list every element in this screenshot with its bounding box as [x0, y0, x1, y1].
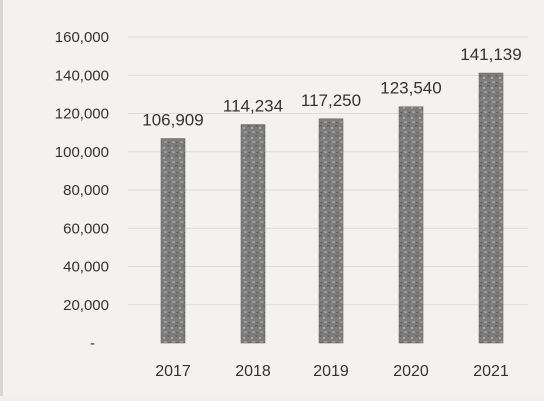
data-label-2018: 114,234	[223, 97, 283, 116]
x-category-label: 2017	[155, 363, 191, 380]
bar-2017	[160, 138, 186, 344]
y-axis-ticks: - 20,000 40,000 60,000 80,000 100,000 120,000 1…	[55, 29, 109, 352]
x-axis-categories: 2017 2018 2019 2020 2021	[155, 363, 509, 380]
data-label-2017: 106,909	[142, 111, 203, 130]
data-label-2021: 141,139	[460, 45, 521, 64]
y-tick-label: 60,000	[63, 220, 109, 237]
y-tick-label: 160,000	[55, 29, 109, 46]
y-tick-label: 80,000	[63, 182, 109, 199]
bar-chart: - 20,000 40,000 60,000 80,000 100,000 120,000 1…	[55, 29, 528, 380]
x-category-label: 2021	[473, 363, 509, 380]
bar-2021	[478, 72, 504, 344]
y-tick-label: 20,000	[63, 297, 109, 314]
bar-2018	[240, 124, 266, 344]
x-category-label: 2018	[235, 363, 271, 380]
x-category-label: 2019	[313, 363, 349, 380]
bar-2019	[318, 118, 344, 344]
x-category-label: 2020	[393, 363, 429, 380]
data-labels: 106,909 114,234 117,250 123,540 141,139	[142, 45, 521, 129]
data-label-2020: 123,540	[380, 79, 441, 98]
y-tick-label: 140,000	[55, 67, 109, 84]
data-label-2019: 117,250	[301, 91, 361, 110]
bar-2020	[398, 106, 424, 344]
y-tick-label: -	[90, 335, 95, 352]
y-tick-label: 120,000	[55, 106, 109, 123]
y-tick-label: 100,000	[55, 144, 109, 161]
y-tick-label: 40,000	[63, 259, 109, 276]
bars	[160, 72, 504, 344]
